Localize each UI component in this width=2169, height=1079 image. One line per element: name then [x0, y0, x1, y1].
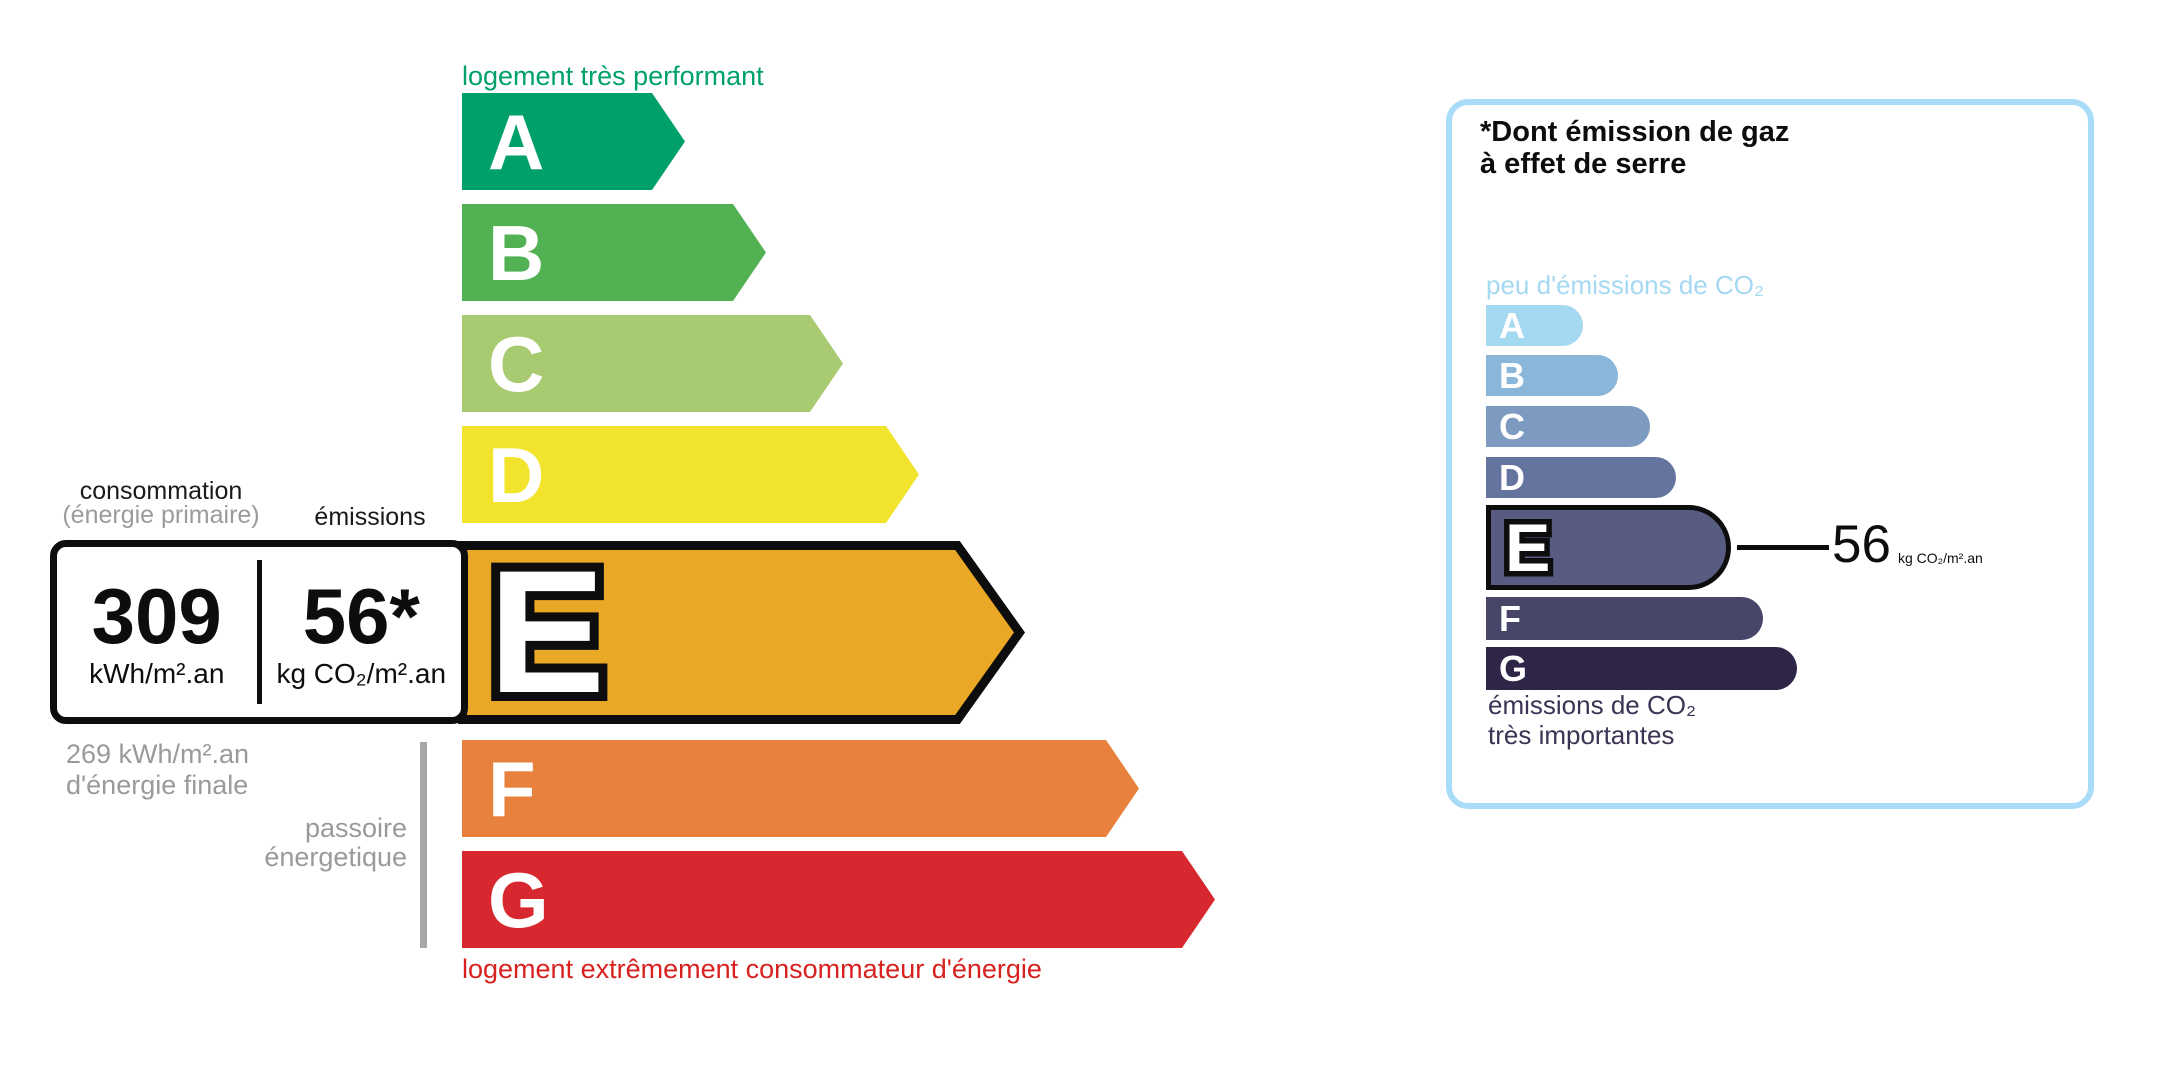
ges-class-c-letter: C — [1499, 405, 1525, 447]
energy-class-g-letter: G — [488, 855, 549, 944]
energy-class-d-arrow: D — [462, 426, 919, 523]
consumption-value: 309 — [91, 571, 222, 660]
ges-title-line1: *Dont émission de gaz — [1480, 116, 1790, 148]
energy-sieve-note: passoire énergetique — [160, 814, 407, 872]
ges-class-d-pill: D — [1486, 457, 1676, 498]
final-energy-note: 269 kWh/m².an d'énergie finale — [66, 739, 249, 801]
energy-class-g-arrow: G — [462, 851, 1215, 948]
emissions-value: 56* — [302, 571, 420, 660]
ges-class-e-pill-selected: E E — [1486, 505, 1731, 590]
ges-class-b-letter: B — [1499, 354, 1525, 396]
class-b-arrow-shape — [462, 204, 766, 301]
ges-panel — [1446, 99, 2094, 809]
energy-class-b-letter: B — [488, 208, 545, 297]
class-a-arrow-shape — [462, 93, 685, 190]
energy-class-a-letter: A — [488, 97, 545, 186]
ges-bottom-caption-line1: émissions de CO₂ — [1488, 690, 1697, 720]
ges-callout-line — [1737, 545, 1829, 550]
ges-class-e-letter-outline: E — [1500, 508, 1556, 587]
emissions-unit: kg CO₂/m².an — [276, 657, 447, 689]
class-c-arrow-shape — [462, 315, 843, 412]
ges-title-line2: à effet de serre — [1480, 148, 1687, 180]
energy-class-c-arrow: C — [462, 315, 843, 412]
ges-class-a-letter: A — [1499, 304, 1525, 346]
energy-class-d-letter: D — [488, 430, 545, 519]
ges-title: *Dont émission de gaz à effet de serre — [1480, 116, 1789, 180]
emissions-header: émissions — [314, 503, 426, 531]
consumption-cell: 309 kWh/m².an — [57, 547, 257, 717]
energy-class-e-letter: E — [488, 534, 606, 730]
energy-class-e-arrow-selected: E E — [457, 534, 1025, 730]
ges-callout-unit: kg CO₂/m².an — [1898, 550, 1983, 566]
energy-class-a-arrow: A — [462, 93, 685, 190]
ges-class-g-letter: G — [1499, 647, 1528, 689]
energy-class-b-arrow: B — [462, 204, 766, 301]
energy-class-f-letter: F — [488, 744, 536, 833]
class-f-arrow-shape — [462, 740, 1139, 837]
ges-class-a-pill: A — [1486, 305, 1583, 346]
emissions-cell: 56* kg CO₂/m².an — [262, 547, 462, 717]
ges-top-caption: peu d'émissions de CO₂ — [1486, 270, 1765, 300]
ges-class-c-pill: C — [1486, 406, 1650, 447]
ges-callout-value: 56 — [1832, 515, 1891, 574]
ges-class-g-pill: G — [1486, 647, 1797, 690]
final-energy-line1: 269 kWh/m².an — [66, 739, 250, 769]
energy-sieve-line1: passoire — [304, 813, 407, 843]
energy-sieve-bracket-bar — [420, 742, 427, 948]
ges-bottom-caption-line2: très importantes — [1488, 720, 1675, 750]
ges-class-f-letter: F — [1499, 597, 1521, 639]
consumption-header: consommation — [79, 477, 243, 505]
class-d-arrow-shape — [462, 426, 919, 523]
energy-bottom-caption: logement extrêmement consommateur d'éner… — [462, 954, 1042, 984]
ges-class-f-pill: F — [1486, 597, 1763, 640]
energy-class-e-letter-outline: E — [480, 534, 615, 730]
ges-bottom-caption: émissions de CO₂ très importantes — [1488, 690, 1696, 750]
class-g-arrow-shape — [462, 851, 1215, 948]
energy-sieve-line2: énergetique — [264, 842, 407, 872]
ges-class-d-letter: D — [1499, 456, 1525, 498]
energy-class-f-arrow: F — [462, 740, 1139, 837]
rating-box-divider — [256, 560, 262, 704]
rating-box: 309 kWh/m².an 56* kg CO₂/m².an — [50, 540, 468, 724]
ges-class-b-pill: B — [1486, 355, 1618, 396]
ges-class-e-letter: E — [1505, 509, 1551, 586]
consumption-unit: kWh/m².an — [89, 657, 225, 689]
energy-class-c-letter: C — [488, 319, 545, 408]
consumption-subheader: (énergie primaire) — [62, 501, 260, 529]
final-energy-line2: d'énergie finale — [66, 770, 249, 800]
energy-top-caption: logement très performant — [462, 61, 764, 91]
